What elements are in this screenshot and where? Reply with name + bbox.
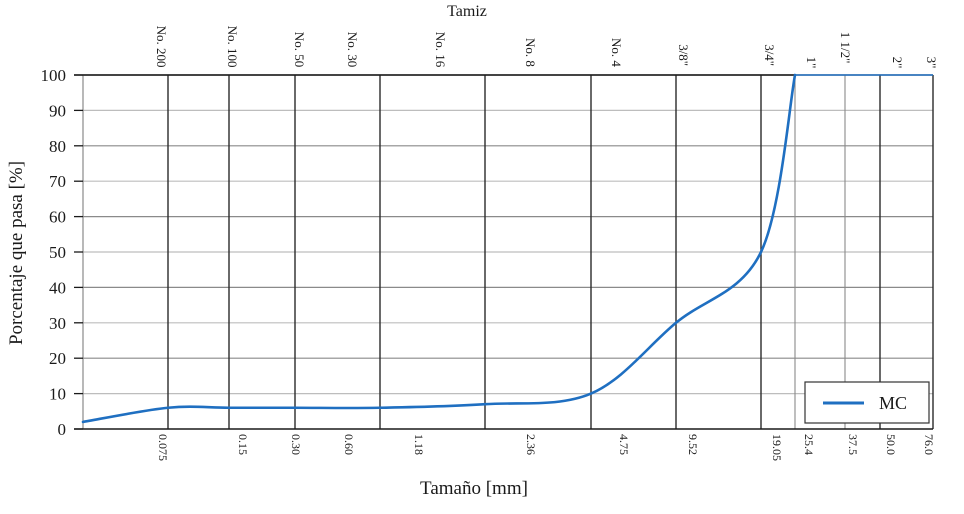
size-label: 1.18 <box>412 434 426 455</box>
y-tick-label: 0 <box>58 420 67 439</box>
horizontal-gridlines <box>83 74 933 395</box>
size-label: 0.15 <box>236 434 250 455</box>
size-label: 0.075 <box>156 434 170 461</box>
bottom-size-labels: 0.075 0.15 0.30 0.60 1.18 2.36 4.75 9.52 19.05 25… <box>156 434 936 461</box>
y-tick-label: 50 <box>49 243 66 262</box>
sieve-label: No. 16 <box>433 32 448 68</box>
size-label: 76.0 <box>922 434 936 455</box>
legend-label-mc: MC <box>879 393 907 413</box>
sieve-label: 1 1/2" <box>838 32 853 64</box>
sieve-label: 2" <box>890 57 905 69</box>
y-tick-label: 40 <box>49 278 66 297</box>
axes <box>74 74 933 430</box>
y-tick-label: 90 <box>49 101 66 120</box>
y-tick-label: 80 <box>49 137 66 156</box>
sieve-label: No. 30 <box>345 32 360 67</box>
y-tick-label: 10 <box>49 385 66 404</box>
size-label: 2.36 <box>524 434 538 455</box>
size-label: 9.52 <box>686 434 700 455</box>
sieve-label: No. 50 <box>292 32 307 67</box>
sieve-label: No. 200 <box>154 26 169 68</box>
size-label: 50.0 <box>884 434 898 455</box>
size-label: 19.05 <box>770 434 784 461</box>
sieve-label: 1" <box>804 57 819 69</box>
x-axis-title: Tamaño [mm] <box>420 478 528 499</box>
sieve-label: 3/4" <box>762 44 777 66</box>
y-tick-label: 100 <box>41 66 67 85</box>
size-label: 0.60 <box>342 434 356 455</box>
sieve-label: No. 8 <box>523 38 538 67</box>
top-axis-title: Tamiz <box>447 3 487 20</box>
size-label: 25.4 <box>802 434 816 455</box>
size-label: 4.75 <box>617 434 631 455</box>
sieve-label: 3/8" <box>676 44 691 66</box>
legend: MC <box>804 381 930 424</box>
size-label: 0.30 <box>289 434 303 455</box>
size-label: 37.5 <box>846 434 860 455</box>
y-tick-label: 30 <box>49 314 66 333</box>
sieve-label: No. 100 <box>225 26 240 68</box>
top-sieve-labels: No. 200 No. 100 No. 50 No. 30 No. 16 No. 8 No.… <box>154 26 939 69</box>
sieve-label: 3" <box>924 57 939 69</box>
sieve-label: No. 4 <box>609 38 624 67</box>
y-tick-label: 70 <box>49 172 66 191</box>
y-tick-labels: 0 10 20 30 40 50 60 70 80 90 100 <box>41 66 67 439</box>
mc-gradation-curve <box>81 73 797 424</box>
y-axis-title: Porcentaje que pasa [%] <box>6 161 27 345</box>
y-tick-label: 20 <box>49 349 66 368</box>
y-tick-label: 60 <box>49 208 66 227</box>
